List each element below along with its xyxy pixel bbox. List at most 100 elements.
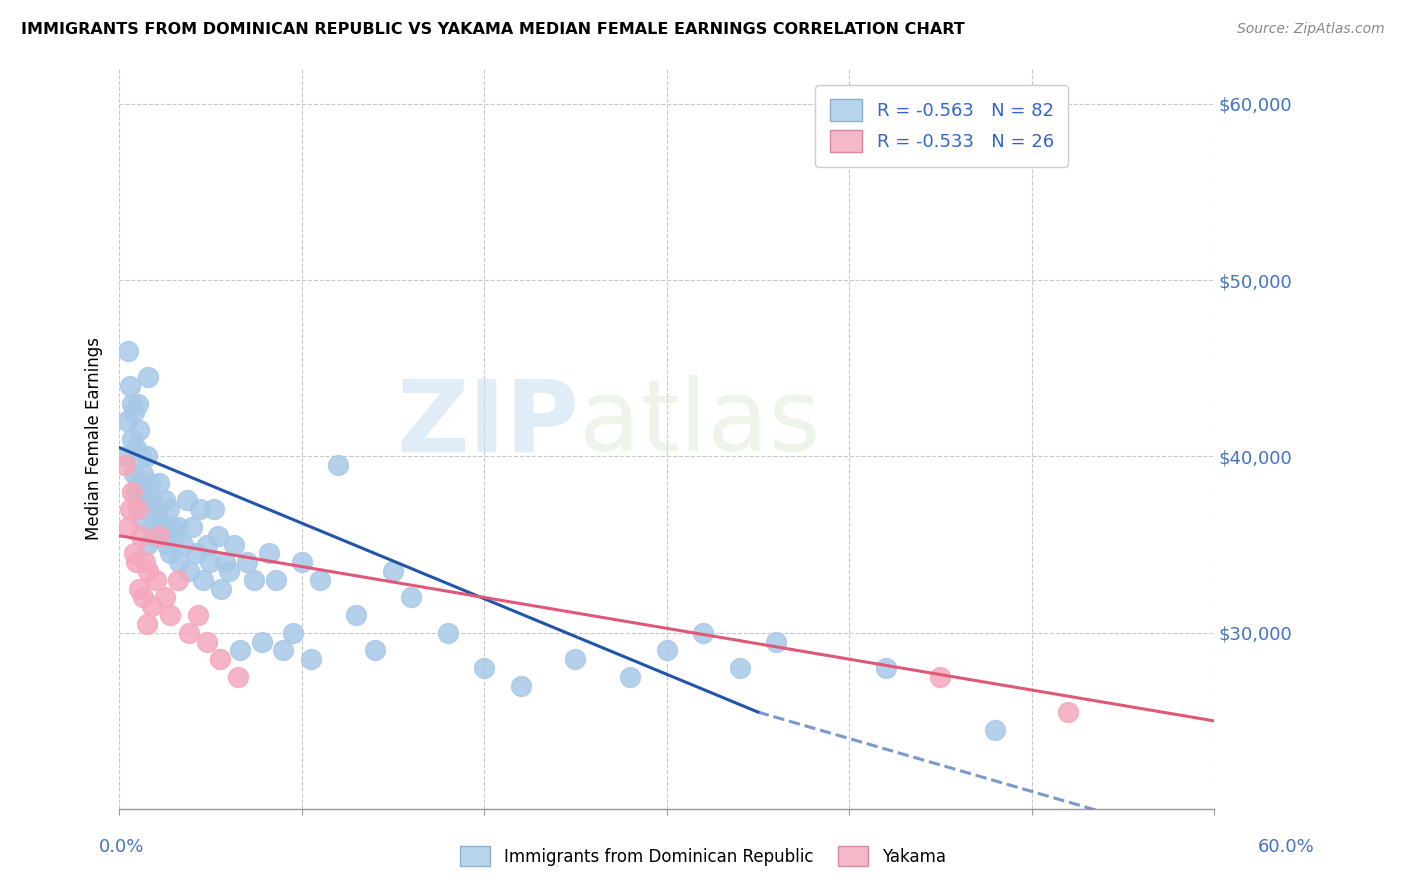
Point: [132, 493, 155, 508]
Point: [218, 564, 240, 578]
Point: [157, 502, 180, 516]
Point: [160, 520, 183, 534]
Point: [214, 555, 236, 569]
Point: [236, 555, 259, 569]
Point: [193, 573, 215, 587]
Point: [117, 343, 139, 358]
Point: [765, 634, 787, 648]
Point: [224, 537, 246, 551]
Text: atlas: atlas: [579, 376, 821, 473]
Point: [145, 573, 167, 587]
Point: [129, 529, 152, 543]
Text: ZIP: ZIP: [396, 376, 579, 473]
Point: [202, 502, 225, 516]
Point: [399, 591, 422, 605]
Point: [129, 450, 152, 464]
Point: [184, 546, 207, 560]
Point: [122, 467, 145, 481]
Text: Source: ZipAtlas.com: Source: ZipAtlas.com: [1237, 22, 1385, 37]
Point: [138, 564, 160, 578]
Point: [127, 502, 149, 516]
Point: [364, 643, 387, 657]
Point: [125, 441, 148, 455]
Point: [150, 529, 173, 543]
Point: [145, 502, 167, 516]
Point: [166, 573, 188, 587]
Point: [875, 661, 897, 675]
Point: [135, 450, 157, 464]
Point: [159, 546, 181, 560]
Text: 0.0%: 0.0%: [98, 838, 143, 855]
Point: [177, 564, 200, 578]
Point: [127, 396, 149, 410]
Point: [122, 405, 145, 419]
Point: [564, 652, 586, 666]
Point: [141, 493, 163, 508]
Point: [169, 555, 191, 569]
Point: [208, 652, 231, 666]
Point: [472, 661, 495, 675]
Point: [148, 475, 170, 490]
Point: [187, 608, 209, 623]
Point: [127, 502, 149, 516]
Point: [135, 537, 157, 551]
Point: [243, 573, 266, 587]
Point: [135, 616, 157, 631]
Point: [146, 511, 169, 525]
Point: [121, 432, 143, 446]
Point: [141, 599, 163, 614]
Point: [309, 573, 332, 587]
Point: [509, 679, 531, 693]
Point: [181, 520, 204, 534]
Point: [188, 502, 211, 516]
Point: [128, 582, 150, 596]
Point: [195, 634, 218, 648]
Point: [125, 555, 148, 569]
Point: [226, 670, 249, 684]
Point: [728, 661, 751, 675]
Point: [655, 643, 678, 657]
Point: [984, 723, 1007, 737]
Point: [132, 467, 155, 481]
Point: [129, 511, 152, 525]
Text: IMMIGRANTS FROM DOMINICAN REPUBLIC VS YAKAMA MEDIAN FEMALE EARNINGS CORRELATION : IMMIGRANTS FROM DOMINICAN REPUBLIC VS YA…: [21, 22, 965, 37]
Point: [132, 591, 155, 605]
Point: [195, 537, 218, 551]
Point: [114, 450, 136, 464]
Point: [120, 379, 142, 393]
Point: [257, 546, 280, 560]
Point: [134, 484, 156, 499]
Point: [929, 670, 952, 684]
Point: [156, 537, 179, 551]
Point: [134, 555, 156, 569]
Point: [163, 529, 186, 543]
Point: [153, 591, 176, 605]
Point: [115, 414, 138, 428]
Point: [207, 529, 229, 543]
Point: [619, 670, 641, 684]
Point: [166, 520, 188, 534]
Point: [250, 634, 273, 648]
Legend: R = -0.563   N = 82, R = -0.533   N = 26: R = -0.563 N = 82, R = -0.533 N = 26: [815, 85, 1069, 167]
Text: 60.0%: 60.0%: [1258, 838, 1315, 855]
Y-axis label: Median Female Earnings: Median Female Earnings: [86, 337, 103, 541]
Point: [281, 625, 304, 640]
Point: [139, 475, 162, 490]
Point: [128, 475, 150, 490]
Point: [228, 643, 250, 657]
Point: [122, 546, 145, 560]
Point: [346, 608, 368, 623]
Point: [1057, 705, 1080, 719]
Point: [264, 573, 287, 587]
Point: [291, 555, 314, 569]
Point: [128, 423, 150, 437]
Point: [121, 484, 143, 499]
Point: [172, 537, 194, 551]
Point: [152, 520, 174, 534]
Point: [114, 458, 136, 473]
Point: [176, 493, 198, 508]
Point: [142, 529, 165, 543]
Point: [138, 502, 160, 516]
Point: [381, 564, 404, 578]
Point: [121, 396, 143, 410]
